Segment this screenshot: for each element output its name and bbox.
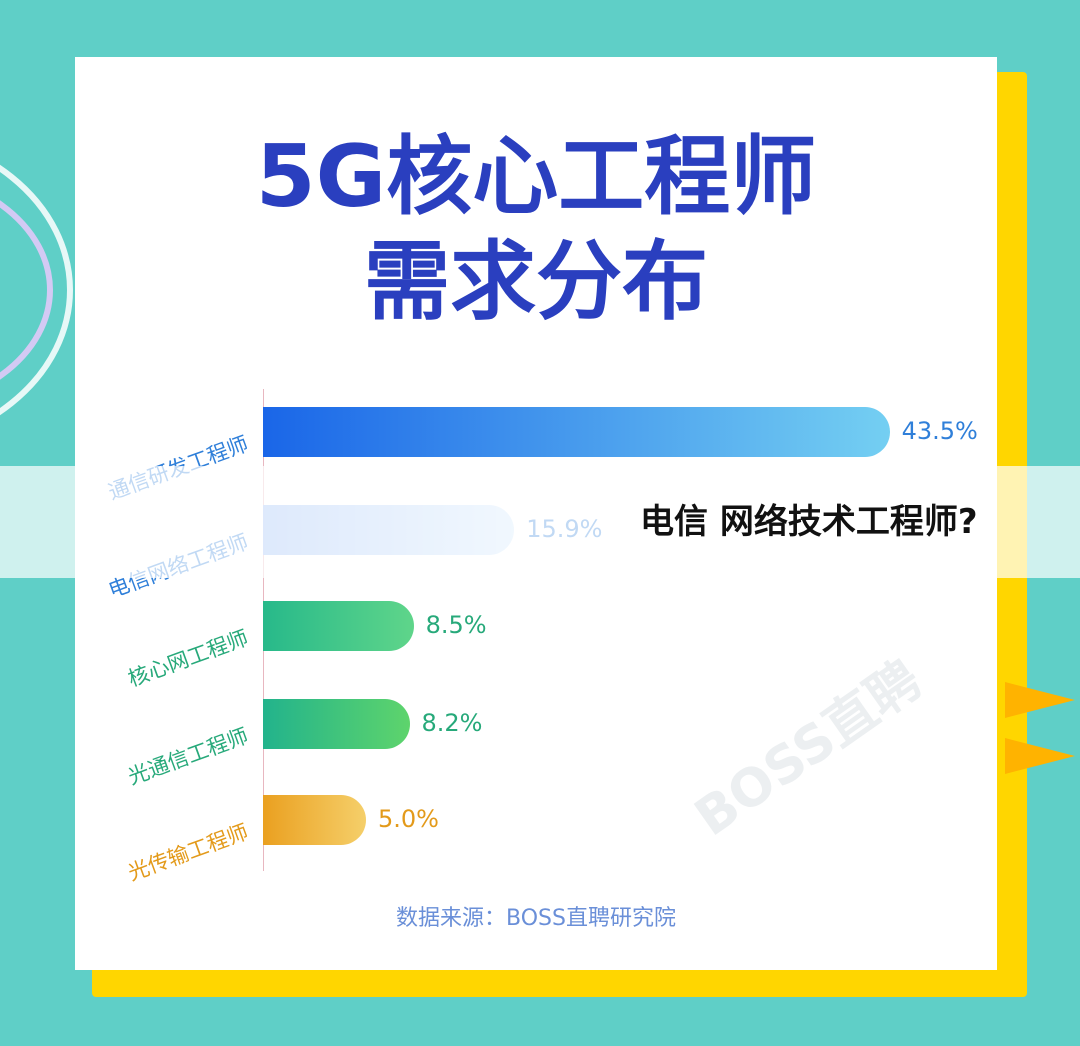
data-label: 8.5% bbox=[425, 611, 487, 639]
data-label: 43.5% bbox=[901, 417, 978, 445]
data-source: 数据来源：BOSS直聘研究院 bbox=[396, 906, 676, 931]
title-line1: 5G核心工程师 bbox=[255, 127, 817, 227]
bar-0 bbox=[263, 407, 890, 457]
overlay-caption: 电信 网络技术工程师? bbox=[640, 502, 978, 542]
title-line2: 需求分布 bbox=[364, 232, 708, 332]
data-label: 5.0% bbox=[378, 805, 439, 833]
decorative-ring bbox=[0, 200, 53, 380]
category-label: 核心网工程师 bbox=[124, 625, 252, 692]
data-label: 8.2% bbox=[421, 709, 483, 737]
bar-4 bbox=[263, 795, 366, 845]
triangle-decoration bbox=[1005, 738, 1075, 774]
bar-3 bbox=[263, 699, 410, 749]
bar-2 bbox=[263, 601, 414, 651]
caption-band bbox=[0, 466, 1080, 578]
triangle-decoration bbox=[1005, 682, 1075, 718]
watermark: BOSS直聘 bbox=[684, 649, 933, 849]
decorative-rings bbox=[0, 164, 73, 416]
category-label: 光传输工程师 bbox=[124, 819, 252, 886]
category-label: 光通信工程师 bbox=[124, 723, 252, 790]
decorative-ring bbox=[0, 164, 73, 416]
